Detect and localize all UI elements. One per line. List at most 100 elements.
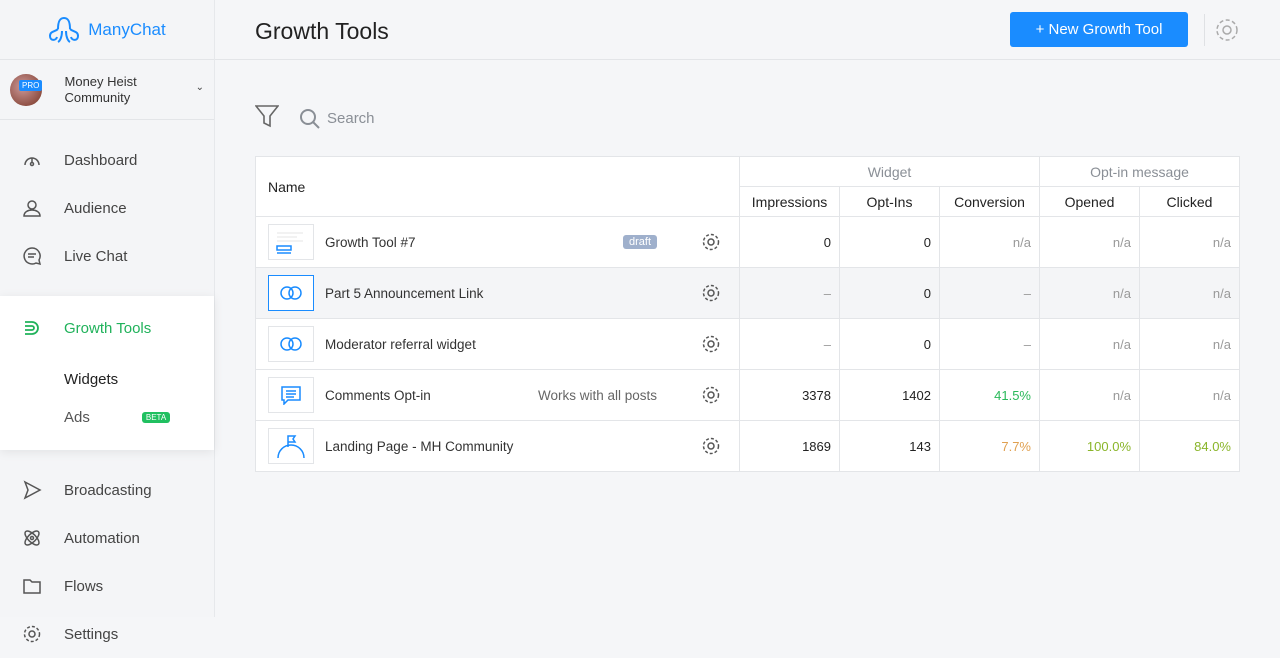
toolbar: Search bbox=[254, 103, 375, 134]
nav-label: Flows bbox=[64, 577, 104, 595]
nav-audience[interactable]: Audience bbox=[0, 184, 214, 232]
impressions-cell: – bbox=[739, 318, 840, 370]
column-header-conversion[interactable]: Conversion bbox=[939, 186, 1040, 217]
name-cell[interactable]: Growth Tool #7 draft bbox=[255, 216, 740, 268]
broadcast-icon bbox=[22, 480, 42, 500]
account-name: Money Heist Community bbox=[64, 73, 137, 105]
nav-label: Broadcasting bbox=[64, 481, 152, 499]
column-header-clicked[interactable]: Clicked bbox=[1139, 186, 1240, 217]
nav-label: Dashboard bbox=[64, 151, 138, 169]
row-settings-gear-icon[interactable] bbox=[701, 436, 721, 456]
row-settings-gear-icon[interactable] bbox=[701, 283, 721, 303]
growth-tool-name[interactable]: Part 5 Announcement Link bbox=[325, 285, 484, 301]
optins-cell: 1402 bbox=[839, 369, 940, 421]
column-header-optins[interactable]: Opt-Ins bbox=[839, 186, 940, 217]
growth-tool-name[interactable]: Moderator referral widget bbox=[325, 336, 476, 352]
chat-icon bbox=[22, 246, 42, 266]
search-placeholder: Search bbox=[327, 110, 375, 127]
growth-tools-table: Name Widget Opt-in message Impressions O… bbox=[255, 156, 1240, 472]
nav-label: Settings bbox=[64, 625, 119, 643]
nav-sublabel: Ads bbox=[64, 408, 90, 426]
nav-broadcasting[interactable]: Broadcasting bbox=[0, 466, 214, 514]
nav-label: Growth Tools bbox=[64, 319, 152, 337]
draft-badge: draft bbox=[622, 235, 657, 249]
chevron-down-icon: ⌄ bbox=[195, 82, 204, 93]
table-row[interactable]: Comments Opt-in Works with all posts 3378 1… bbox=[255, 369, 1240, 421]
impressions-cell: 1869 bbox=[739, 420, 840, 472]
nav-growth-tools-section: Growth Tools Widgets Ads BETA bbox=[0, 296, 214, 450]
table-row[interactable]: Moderator referral widget –0– n/a n/a bbox=[255, 318, 1240, 370]
clicked-cell: n/a bbox=[1139, 267, 1240, 319]
column-header-impressions[interactable]: Impressions bbox=[739, 186, 840, 217]
table-row[interactable]: Landing Page - MH Community 1869 143 7.7% 10… bbox=[255, 420, 1240, 472]
brand-name: ManyChat bbox=[88, 19, 166, 39]
row-settings-gear-icon[interactable] bbox=[701, 385, 721, 405]
optins-cell: 0 bbox=[839, 267, 940, 319]
row-settings-gear-icon[interactable] bbox=[701, 232, 721, 252]
column-header-name[interactable]: Name bbox=[255, 156, 740, 217]
column-header-opened[interactable]: Opened bbox=[1039, 186, 1140, 217]
link-icon bbox=[268, 326, 314, 362]
clicked-cell: 84.0% bbox=[1139, 420, 1240, 472]
table-row[interactable]: Part 5 Announcement Link –0– n/a n/a bbox=[255, 267, 1240, 319]
opened-cell: n/a bbox=[1039, 318, 1140, 370]
dashboard-icon bbox=[22, 150, 42, 170]
nav-widgets[interactable]: Widgets bbox=[0, 360, 214, 398]
opened-cell: n/a bbox=[1039, 369, 1140, 421]
name-cell[interactable]: Moderator referral widget bbox=[255, 318, 740, 370]
sidebar: ManyChat PRO Money Heist Community ⌄ Das… bbox=[0, 0, 215, 643]
nav-live-chat[interactable]: Live Chat bbox=[0, 232, 214, 280]
name-cell[interactable]: Part 5 Announcement Link bbox=[255, 267, 740, 319]
conversion-cell: 7.7% bbox=[939, 420, 1040, 472]
clicked-cell: n/a bbox=[1139, 216, 1240, 268]
name-cell[interactable]: Landing Page - MH Community bbox=[255, 420, 740, 472]
folder-icon bbox=[22, 576, 42, 596]
automation-icon bbox=[22, 528, 42, 548]
optins-cell: 0 bbox=[839, 216, 940, 268]
name-cell[interactable]: Comments Opt-in Works with all posts bbox=[255, 369, 740, 421]
nav-label: Automation bbox=[64, 529, 140, 547]
clicked-cell: n/a bbox=[1139, 318, 1240, 370]
filter-icon[interactable] bbox=[254, 103, 280, 134]
comment-icon bbox=[268, 377, 314, 413]
clicked-cell: n/a bbox=[1139, 369, 1240, 421]
divider bbox=[1204, 14, 1205, 46]
page-header: Growth Tools + New Growth Tool bbox=[215, 0, 1280, 60]
conversion-cell: 41.5% bbox=[939, 369, 1040, 421]
conversion-cell: n/a bbox=[939, 216, 1040, 268]
growth-tools-icon bbox=[22, 318, 42, 338]
nav-settings[interactable]: Settings bbox=[0, 610, 214, 658]
page-title: Growth Tools bbox=[255, 18, 389, 44]
table-row[interactable]: Growth Tool #7 draft 0 0 n/a n/a n/a bbox=[255, 216, 1240, 268]
impressions-cell: – bbox=[739, 267, 840, 319]
brand-logo[interactable]: ManyChat bbox=[0, 0, 214, 60]
pro-badge: PRO bbox=[19, 80, 43, 91]
octopus-logo-icon bbox=[49, 16, 80, 43]
account-switcher[interactable]: PRO Money Heist Community ⌄ bbox=[0, 60, 214, 120]
nav-sublabel: Widgets bbox=[64, 370, 119, 388]
search-icon bbox=[300, 108, 320, 129]
opened-cell: 100.0% bbox=[1039, 420, 1140, 472]
row-settings-gear-icon[interactable] bbox=[701, 334, 721, 354]
growth-tool-name[interactable]: Growth Tool #7 bbox=[325, 234, 416, 250]
growth-tool-name[interactable]: Landing Page - MH Community bbox=[325, 438, 514, 454]
nav-dashboard[interactable]: Dashboard bbox=[0, 136, 214, 184]
search-input[interactable]: Search bbox=[299, 108, 375, 130]
form-icon bbox=[268, 224, 314, 260]
nav-label: Audience bbox=[64, 199, 127, 217]
nav-ads[interactable]: Ads BETA bbox=[0, 398, 214, 436]
conversion-cell: – bbox=[939, 318, 1040, 370]
row-note: Works with all posts bbox=[537, 387, 657, 403]
link-icon bbox=[268, 275, 314, 311]
nav-growth-tools[interactable]: Growth Tools bbox=[0, 296, 214, 360]
growth-tool-name[interactable]: Comments Opt-in bbox=[325, 387, 431, 403]
new-growth-tool-button[interactable]: + New Growth Tool bbox=[1010, 12, 1188, 47]
optins-cell: 0 bbox=[839, 318, 940, 370]
landing-page-icon bbox=[268, 428, 314, 464]
user-icon bbox=[22, 198, 42, 218]
nav-flows[interactable]: Flows bbox=[0, 562, 214, 610]
gear-icon bbox=[22, 624, 42, 644]
impressions-cell: 3378 bbox=[739, 369, 840, 421]
nav-automation[interactable]: Automation bbox=[0, 514, 214, 562]
settings-gear-icon[interactable] bbox=[1213, 16, 1241, 49]
